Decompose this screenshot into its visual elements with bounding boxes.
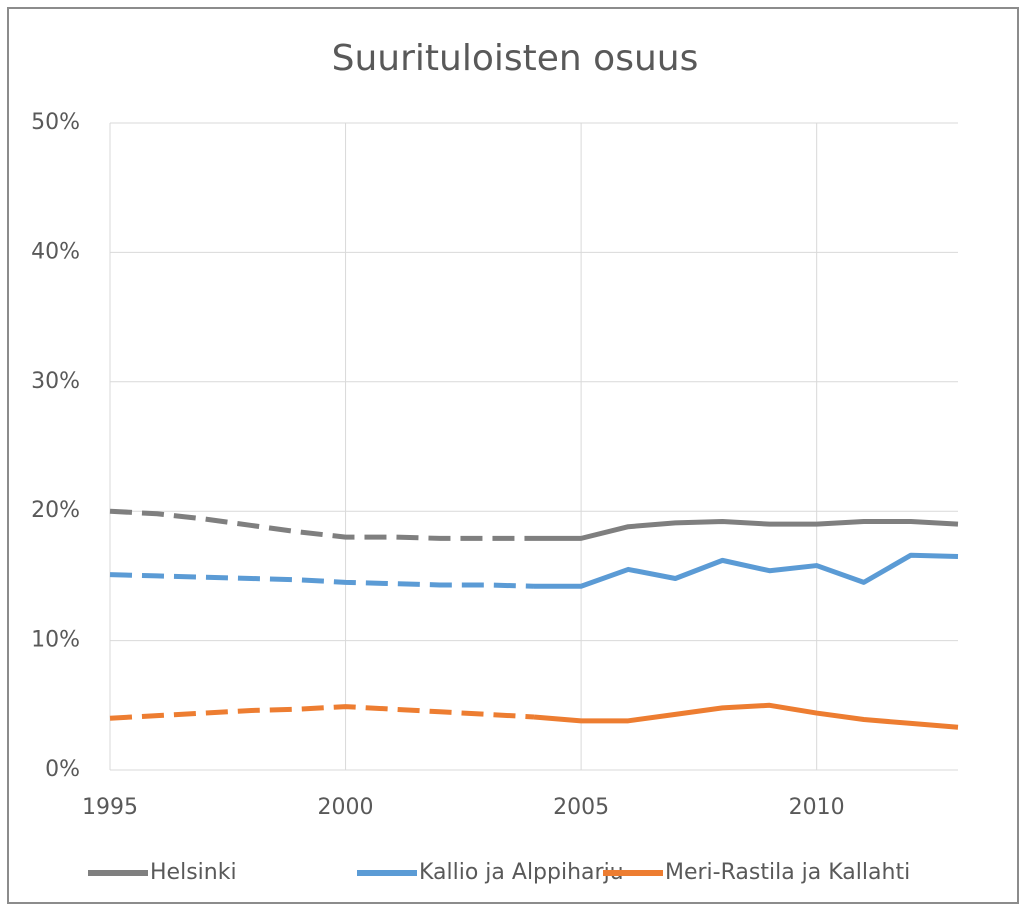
y-tick-label: 10% [31,628,80,653]
x-tick-label: 1995 [82,795,138,820]
series-line [109,508,534,541]
legend-label: Helsinki [150,860,237,885]
x-tick-label: 2010 [789,795,845,820]
legend-label: Meri-Rastila ja Kallahti [665,860,910,885]
series-line [109,704,535,721]
y-tick-label: 30% [31,369,80,394]
series-line [534,519,959,541]
legend-label: Kallio ja Alppiharju [419,860,624,885]
x-tick-label: 2005 [553,795,609,820]
series-line [534,552,959,589]
y-tick-label: 50% [31,110,80,135]
y-tick-label: 40% [31,239,80,264]
y-tick-label: 0% [45,757,80,782]
chart-frame [7,7,1019,904]
y-tick-label: 20% [31,498,80,523]
x-tick-label: 2000 [318,795,374,820]
series-line [109,572,535,589]
chart-title: Suurituloisten osuus [332,38,699,79]
series-line [533,702,959,730]
